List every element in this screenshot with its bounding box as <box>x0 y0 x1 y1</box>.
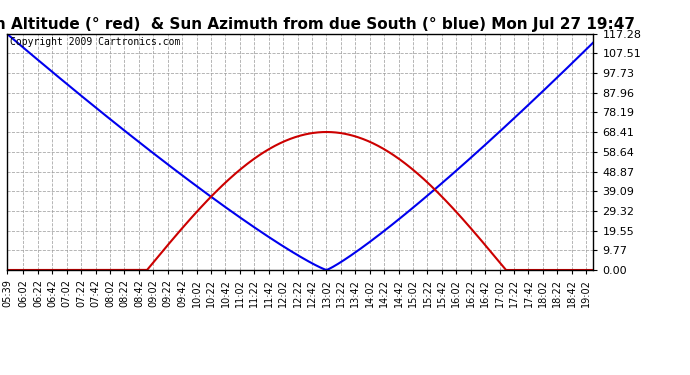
Text: Copyright 2009 Cartronics.com: Copyright 2009 Cartronics.com <box>10 37 180 47</box>
Text: Sun Altitude (° red)  & Sun Azimuth from due South (° blue) Mon Jul 27 19:47: Sun Altitude (° red) & Sun Azimuth from … <box>0 17 635 32</box>
